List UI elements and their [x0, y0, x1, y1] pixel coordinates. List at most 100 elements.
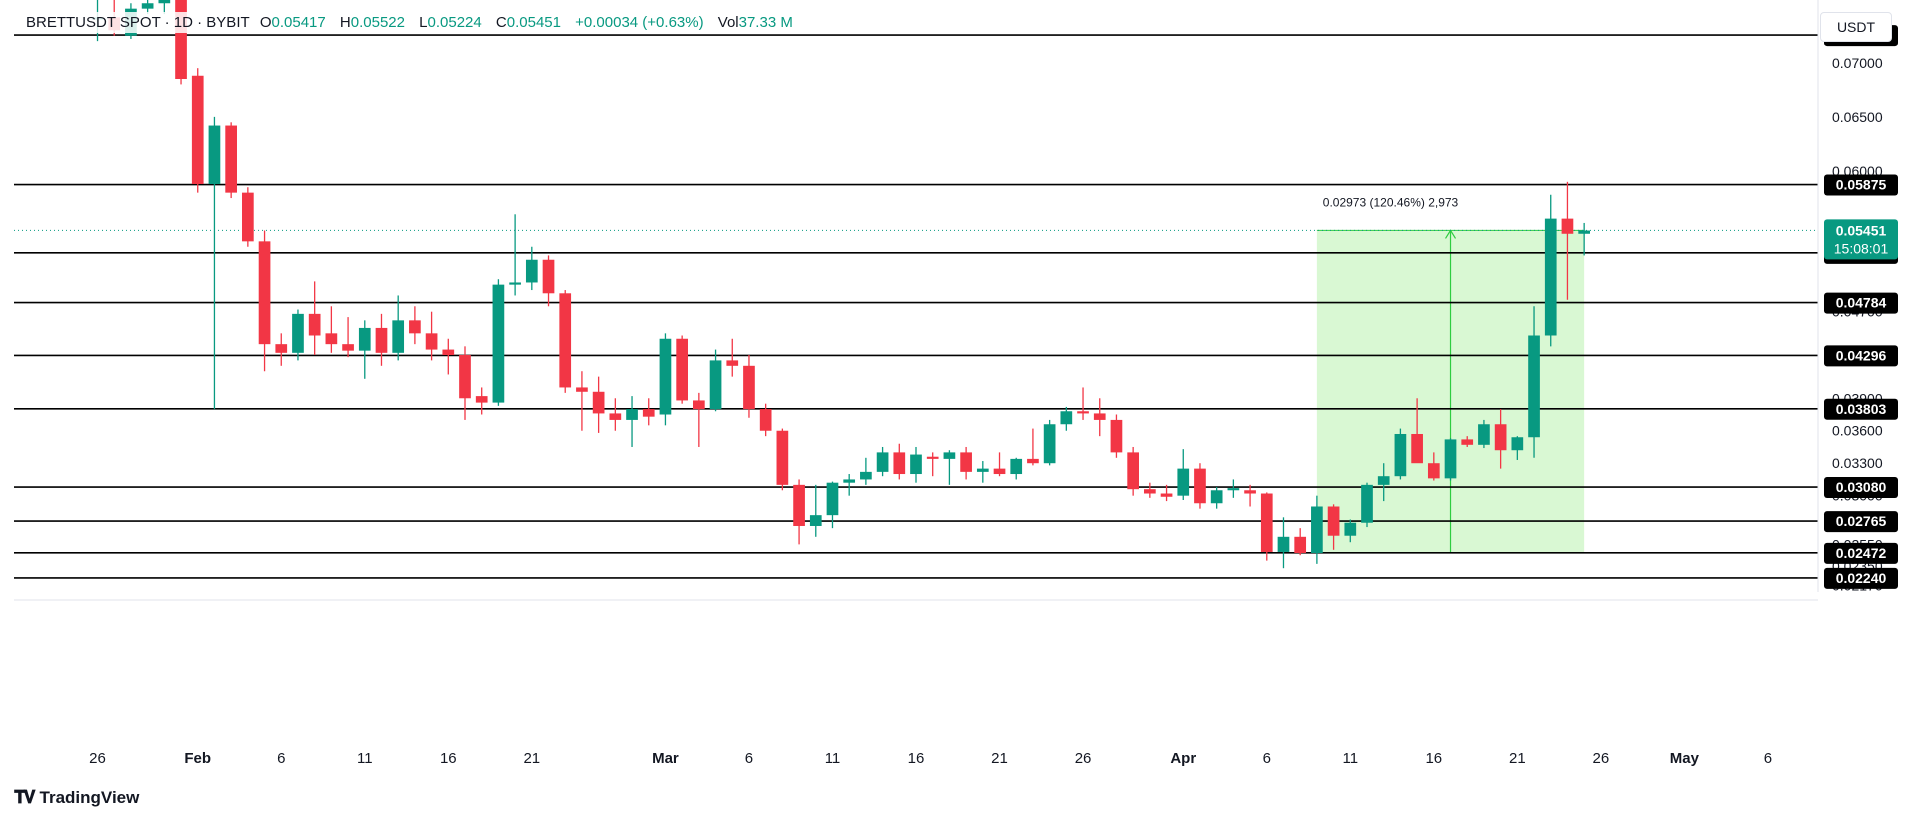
level-price-tag: 0.04296 — [1824, 345, 1898, 367]
candle — [1194, 463, 1206, 509]
candle — [325, 306, 338, 353]
symbol-title[interactable]: BRETTUSDT SPOT · 1D · BYBIT — [26, 14, 250, 31]
x-tick-label: 11 — [825, 750, 841, 767]
tradingview-branding[interactable]: 𝐓𝐕 TradingView — [14, 787, 139, 808]
last-price-value: 0.05451 — [1836, 222, 1887, 238]
level-tag-value: 0.04784 — [1836, 295, 1887, 311]
candle — [659, 333, 672, 426]
candle-body — [1411, 433, 1423, 464]
candle-body — [1177, 468, 1190, 496]
candle-body — [258, 241, 271, 345]
candle-body — [809, 515, 822, 526]
candle — [392, 295, 405, 361]
candle — [1544, 194, 1557, 347]
x-tick-label: 11 — [1343, 750, 1359, 767]
candle-body — [1010, 458, 1023, 475]
candle-body — [960, 452, 972, 472]
last-price-tag: 0.05451 15:08:01 — [1824, 219, 1898, 260]
candle — [1361, 482, 1373, 528]
candle-body — [1294, 536, 1307, 554]
candle — [1260, 492, 1273, 561]
candle — [1327, 504, 1340, 550]
candle — [910, 446, 922, 483]
candle-body — [1194, 468, 1206, 504]
candle — [275, 333, 288, 366]
candle-body — [242, 192, 254, 242]
level-price-tag: 0.02240 — [1824, 567, 1898, 589]
candle — [475, 387, 488, 415]
open-value: 0.05417 — [271, 14, 326, 31]
symbol-legend[interactable]: BRETTUSDT SPOT · 1D · BYBIT O0.05417 H0.… — [22, 12, 807, 33]
change-value: +0.00034 (+0.63%) — [575, 14, 704, 31]
candle — [1578, 222, 1590, 256]
candle — [726, 338, 739, 377]
candle-body — [1127, 452, 1139, 490]
x-tick-label: Feb — [184, 750, 211, 767]
candle-body — [1528, 335, 1540, 438]
x-tick-label: 21 — [523, 750, 540, 767]
candle-body — [1027, 458, 1039, 464]
candle-body — [860, 471, 872, 480]
candle — [943, 450, 956, 485]
level-tag-bg — [1824, 345, 1898, 367]
x-tick-label: 26 — [1075, 750, 1092, 767]
candle-body — [325, 333, 338, 345]
candle-body — [693, 400, 705, 410]
candle — [1010, 457, 1023, 480]
y-tick-label: 0.03300 — [1832, 455, 1883, 471]
candle — [1561, 181, 1574, 300]
candle — [1227, 479, 1240, 498]
candle — [693, 392, 705, 447]
x-tick-label: 11 — [357, 750, 373, 767]
candle — [576, 371, 588, 431]
level-labels-layer: 0.072560.058750.052440.047840.042960.038… — [1824, 25, 1898, 589]
candle-body — [1277, 536, 1290, 552]
level-price-tag: 0.03803 — [1824, 398, 1898, 420]
candle — [242, 187, 254, 247]
candle — [191, 68, 204, 193]
currency-button[interactable]: USDT — [1820, 12, 1892, 42]
candle — [993, 452, 1006, 477]
candle — [876, 446, 889, 477]
candle — [1394, 428, 1407, 480]
x-tick-label: 6 — [277, 750, 285, 767]
candle — [358, 320, 371, 379]
tradingview-logo-icon: 𝐓𝐕 — [14, 787, 35, 807]
high-label: H — [339, 14, 351, 31]
candle-body — [1444, 439, 1457, 479]
candle — [1093, 398, 1106, 437]
candle-body — [993, 468, 1006, 475]
level-tag-bg — [1824, 511, 1898, 533]
level-tag-value: 0.03803 — [1836, 401, 1887, 417]
candle-body — [1327, 506, 1340, 536]
candle — [826, 481, 839, 529]
candles-layer — [91, 0, 1590, 569]
candle-body — [459, 354, 471, 399]
candle-body — [225, 125, 237, 193]
candle — [759, 403, 772, 437]
candle — [258, 230, 271, 372]
candle — [676, 335, 688, 404]
candle — [342, 317, 354, 358]
candle — [893, 443, 906, 480]
candle-body — [208, 125, 221, 184]
candle-body — [292, 313, 304, 353]
candle — [1177, 449, 1190, 501]
candle-body — [642, 409, 655, 417]
candle-body — [1377, 476, 1390, 485]
candle — [425, 311, 438, 361]
candle — [860, 457, 872, 485]
candle — [976, 461, 989, 483]
candle-body — [1160, 493, 1173, 497]
x-tick-label: Mar — [652, 750, 679, 767]
candle-body — [1394, 433, 1407, 477]
candle — [642, 398, 655, 426]
bar-countdown: 15:08:01 — [1834, 240, 1889, 256]
low-label: L — [419, 14, 428, 31]
candle-body — [1344, 522, 1357, 536]
candle — [1494, 409, 1507, 469]
candle-body — [592, 391, 605, 414]
range-measure-layer: 0.02973 (120.46%) 2,973 — [1316, 195, 1585, 554]
candle — [1377, 463, 1390, 502]
